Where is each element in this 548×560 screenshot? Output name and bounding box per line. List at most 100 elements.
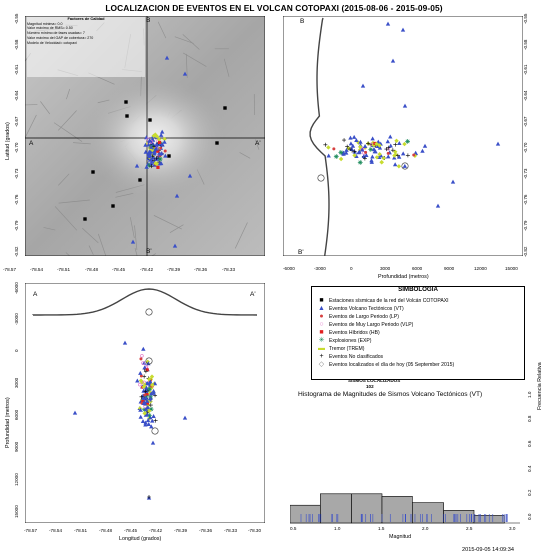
large-event-marker: [145, 357, 153, 365]
relief-ridge: [25, 104, 38, 106]
vt-event-marker: [138, 407, 143, 412]
vt-event-marker: [187, 173, 193, 178]
vt-event-marker: [354, 138, 359, 143]
trem-event-marker: [162, 136, 167, 142]
vt-event-marker: [450, 179, 456, 184]
epicenter-map: [25, 16, 265, 256]
unclassified-event-marker: [393, 142, 398, 147]
exp-event-marker: [405, 139, 410, 144]
vt-event-marker: [140, 418, 146, 423]
relief-ridge: [134, 225, 138, 250]
map-label-a-prime: A': [255, 140, 261, 147]
vt-event-marker: [138, 414, 143, 419]
relief-ridge: [25, 114, 37, 139]
hb-event-marker: [157, 140, 162, 145]
vt-event-marker: [397, 141, 402, 146]
vt-event-marker: [385, 21, 391, 26]
ns-depth-section: [283, 16, 523, 256]
trem-event-marker: [338, 156, 344, 162]
vt-event-marker: [344, 147, 349, 152]
vt-event-marker: [388, 134, 393, 139]
seismic-station-marker: [111, 204, 115, 208]
unclassified-event-marker: [153, 418, 158, 423]
triangle-icon: ▲: [318, 305, 325, 312]
vt-event-marker: [138, 370, 143, 375]
lp-event-marker: [412, 153, 416, 157]
map-label-a: A: [29, 140, 34, 147]
vt-event-marker: [164, 55, 170, 60]
large-event-marker: [151, 427, 159, 435]
seismic-station-marker: [138, 178, 142, 182]
ew-depth-section: [25, 283, 265, 523]
trem-event-marker: [141, 384, 147, 390]
seismic-station-marker: [215, 141, 219, 145]
trem-event-marker: [374, 155, 380, 160]
vt-event-marker: [152, 381, 158, 386]
ring-icon: ○: [319, 321, 324, 328]
vt-event-marker: [159, 129, 165, 134]
seismic-station-marker: [167, 154, 171, 158]
vt-event-marker: [147, 138, 152, 143]
histogram-bar: [351, 493, 383, 524]
large-event-marker: [401, 162, 409, 170]
relief-ridge: [223, 58, 230, 77]
legend-item-exp: ✳ Explosiones (EXP): [318, 337, 372, 344]
trem-event-marker: [379, 160, 384, 165]
vt-event-marker: [145, 381, 150, 386]
relief-ridge: [43, 227, 56, 231]
relief-ridge: [185, 53, 188, 78]
relief-ridge: [234, 222, 248, 249]
vt-event-marker: [143, 420, 148, 425]
relief-ridge: [58, 199, 90, 204]
large-event-marker: [317, 174, 325, 182]
vt-event-marker: [150, 440, 156, 445]
legend-item-lp: ● Eventos de Largo Periodo (LP): [319, 313, 399, 320]
vlp-event-marker: [138, 382, 142, 387]
trem-event-marker: [151, 133, 156, 139]
unclassified-event-marker: [405, 153, 410, 158]
ns-x-label: Profundidad (metros): [378, 274, 429, 280]
exp-event-marker: [368, 147, 374, 152]
relief-ridge: [54, 206, 78, 231]
vt-event-marker: [350, 143, 356, 148]
trem-event-marker: [138, 378, 144, 383]
relief-ridge: [57, 110, 77, 131]
vt-event-marker: [143, 395, 149, 400]
vt-event-marker: [158, 161, 164, 166]
map-lat-label: Latitud (grados): [5, 122, 11, 160]
vt-event-marker: [420, 148, 425, 153]
hb-event-marker: [156, 165, 160, 169]
unclassified-event-marker: [323, 142, 328, 147]
vlp-event-marker: [141, 361, 145, 365]
unclassified-event-marker: [147, 495, 151, 499]
vt-event-marker: [145, 418, 151, 423]
ew-topography-profile: [32, 288, 258, 316]
vt-event-marker: [372, 149, 377, 154]
vt-event-marker: [140, 395, 146, 400]
relief-ridge: [88, 245, 94, 255]
vt-event-marker: [344, 150, 349, 155]
vt-event-marker: [348, 141, 354, 146]
station-icon: ■: [319, 297, 324, 304]
legend-item-vlp: ○ Eventos de Muy Largo Periodo (VLP): [319, 321, 414, 328]
unclassified-event-marker: [148, 403, 153, 408]
exp-event-marker: [147, 386, 152, 392]
vt-event-marker: [359, 147, 365, 152]
relief-ridge: [169, 224, 184, 233]
vt-event-marker: [402, 163, 408, 168]
vt-event-marker: [146, 150, 152, 155]
relief-ridge: [97, 233, 107, 256]
vt-event-marker: [144, 385, 149, 390]
seismic-station-marker: [91, 170, 95, 174]
vt-event-marker: [369, 158, 374, 163]
vt-event-marker: [149, 144, 154, 149]
legend: SIMBOLOGIA ■ Estaciones sísmicas de la r…: [311, 286, 525, 380]
vt-event-marker: [147, 154, 152, 159]
seismic-station-marker: [124, 100, 128, 104]
unclassified-event-marker: [154, 156, 159, 161]
vt-event-marker: [326, 153, 331, 158]
exp-event-marker: [148, 406, 154, 412]
trem-event-marker: [142, 411, 147, 416]
vt-event-marker: [435, 203, 441, 208]
vt-event-marker: [400, 151, 406, 156]
